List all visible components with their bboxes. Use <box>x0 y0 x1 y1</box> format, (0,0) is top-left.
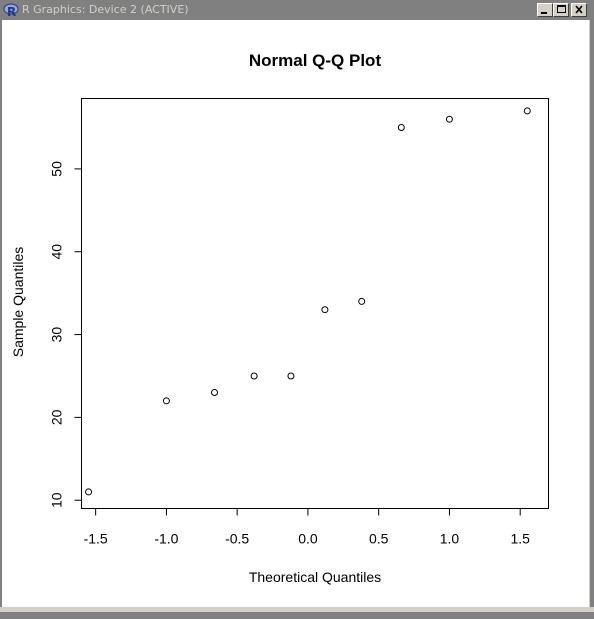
data-point <box>162 397 170 405</box>
data-point <box>85 488 93 496</box>
data-point <box>523 107 531 115</box>
data-point <box>445 115 453 123</box>
close-icon <box>575 5 583 14</box>
y-axis-label: Sample Quantiles <box>10 247 26 358</box>
minimize-button[interactable] <box>537 3 553 17</box>
data-point <box>250 372 258 380</box>
window-frame-right-highlight <box>589 20 590 607</box>
r-app-icon: R <box>3 2 19 18</box>
window-frame-right[interactable] <box>589 20 594 619</box>
y-tick-label: 50 <box>49 161 65 177</box>
y-axis: 10 20 30 40 50 <box>49 161 82 508</box>
title-bar[interactable]: R R Graphics: Device 2 (ACTIVE) <box>0 0 594 20</box>
minimize-icon <box>541 12 547 14</box>
y-tick-label: 30 <box>49 327 65 343</box>
x-tick-label: -1.0 <box>154 531 178 547</box>
close-button[interactable] <box>571 3 587 17</box>
x-axis: -1.5 -1.0 -0.5 0.0 0.5 1.0 1.5 <box>84 508 530 547</box>
maximize-icon <box>557 5 566 13</box>
data-points <box>85 107 531 496</box>
data-point <box>321 306 329 314</box>
data-point <box>211 389 219 397</box>
x-tick-label: 1.5 <box>510 531 530 547</box>
maximize-button[interactable] <box>553 3 569 17</box>
x-tick-label: 0.5 <box>369 531 389 547</box>
x-tick-label: -1.5 <box>84 531 108 547</box>
data-point <box>287 372 295 380</box>
plot-box <box>81 98 549 509</box>
x-tick-label: 0.0 <box>298 531 318 547</box>
window-frame-bottom-shadow <box>0 612 594 619</box>
y-tick-label: 10 <box>49 492 65 508</box>
x-tick-label: 1.0 <box>440 531 460 547</box>
plot-title: Normal Q-Q Plot <box>249 51 382 70</box>
y-tick-label: 20 <box>49 409 65 425</box>
window-title: R Graphics: Device 2 (ACTIVE) <box>22 3 189 16</box>
x-tick-label: -0.5 <box>225 531 249 547</box>
x-axis-label: Theoretical Quantiles <box>249 569 381 585</box>
data-point <box>358 297 366 305</box>
window-frame-left <box>0 20 2 619</box>
data-point <box>397 123 405 131</box>
svg-text:R: R <box>7 5 16 18</box>
y-tick-label: 40 <box>49 244 65 260</box>
